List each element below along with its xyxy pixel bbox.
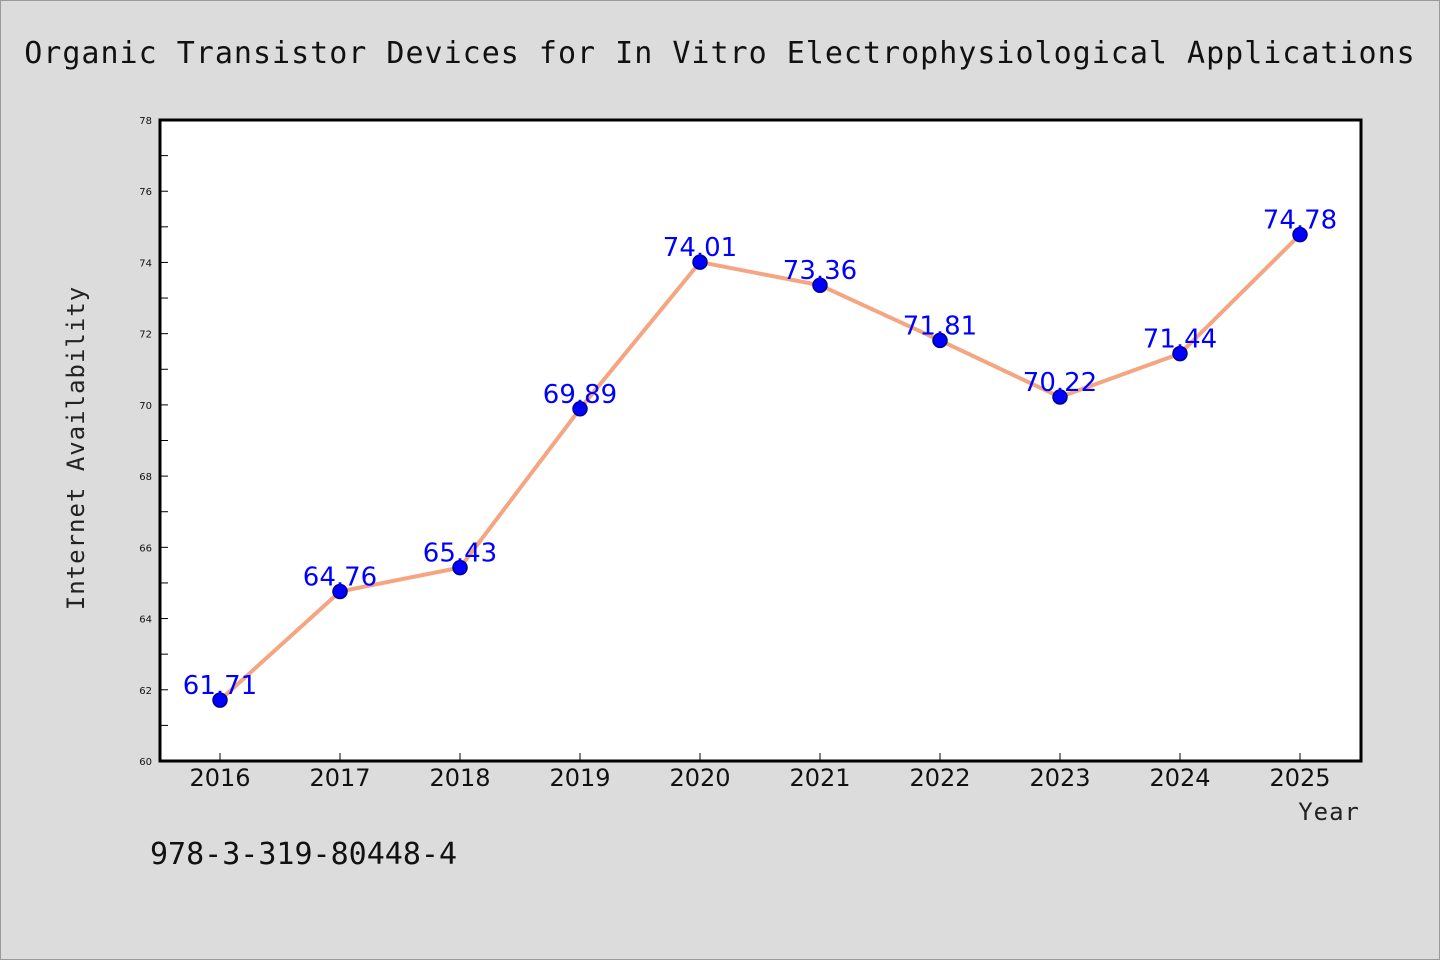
y-tick-label: 72 — [139, 330, 152, 341]
x-tick-label: 2025 — [1269, 764, 1330, 792]
x-tick-label: 2019 — [549, 764, 610, 792]
plot-area — [158, 118, 1363, 763]
y-tick-label: 60 — [139, 757, 152, 768]
x-tick-label: 2016 — [189, 764, 250, 792]
data-label: 73.36 — [783, 256, 857, 286]
y-tick-label: 68 — [139, 472, 152, 483]
data-label: 71.44 — [1143, 325, 1217, 355]
data-label: 74.01 — [663, 233, 737, 263]
footer-isbn: 978-3-319-80448-4 — [150, 837, 457, 872]
data-point — [692, 254, 708, 270]
data-point — [572, 401, 588, 417]
y-axis-title: Internet Availability — [62, 286, 90, 610]
y-tick-label: 66 — [139, 543, 152, 554]
y-tick-label: 78 — [139, 116, 152, 127]
series-group — [212, 226, 1308, 708]
x-tick-label: 2017 — [309, 764, 370, 792]
x-tick-label: 2023 — [1029, 764, 1090, 792]
y-tick-label: 70 — [139, 401, 152, 412]
data-label: 61.71 — [183, 671, 257, 701]
data-point — [1052, 389, 1068, 405]
data-point — [332, 583, 348, 600]
data-point — [932, 332, 948, 349]
data-labels: 61.71 64.76 65.43 69.89 74.01 73.36 71.81 70.22… — [183, 206, 1337, 701]
data-label: 64.76 — [303, 562, 377, 592]
y-tick-label: 62 — [139, 686, 152, 697]
x-axis-title: Year — [1298, 798, 1360, 826]
x-tick-label: 2020 — [669, 764, 730, 792]
data-point — [452, 559, 468, 576]
data-point — [1292, 226, 1308, 243]
data-label: 69.89 — [543, 380, 617, 410]
data-label: 74.78 — [1263, 206, 1337, 236]
x-tick-label: 2018 — [429, 764, 490, 792]
chart-title: Organic Transistor Devices for In Vitro … — [24, 36, 1416, 71]
data-point — [212, 692, 228, 708]
x-tick-label: 2024 — [1149, 764, 1210, 792]
data-label: 71.81 — [903, 311, 977, 341]
series-line — [218, 233, 1302, 702]
data-label: 65.43 — [423, 539, 497, 569]
y-tick-label: 74 — [139, 258, 152, 269]
y-tick-label: 76 — [139, 187, 152, 198]
x-axis: 2016 2017 2018 2019 2020 2021 2022 2023 2024 2025 — [189, 753, 1331, 792]
y-axis: 60 62 64 66 68 70 72 74 76 78 — [139, 116, 168, 768]
x-tick-label: 2022 — [909, 764, 970, 792]
data-point — [1172, 345, 1188, 362]
y-tick-label: 64 — [139, 615, 152, 626]
data-point — [812, 277, 828, 293]
data-label: 70.22 — [1023, 368, 1097, 398]
x-tick-label: 2021 — [789, 764, 850, 792]
